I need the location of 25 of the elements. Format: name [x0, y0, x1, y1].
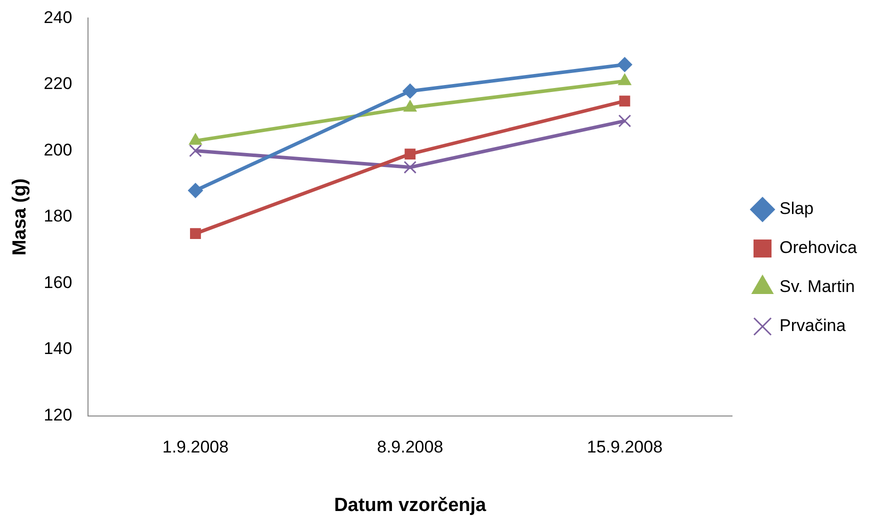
x-tick-label: 1.9.2008: [162, 438, 229, 457]
point: [619, 96, 630, 106]
x-axis-title: Datum vzorčenja: [334, 494, 487, 516]
y-axis-title: Masa (g): [10, 178, 31, 256]
point: [404, 148, 416, 160]
y-tick-label: 180: [44, 206, 72, 226]
point: [618, 114, 632, 128]
point: [190, 228, 201, 240]
point: [188, 182, 203, 198]
point: [404, 160, 416, 174]
x-tick-label: 15.9.2008: [586, 438, 663, 457]
point: [617, 57, 632, 72]
x-tick-label: 8.9.2008: [377, 438, 444, 457]
y-tick-label: 160: [44, 272, 72, 292]
legend-label: Orehovica: [780, 238, 858, 258]
y-tick-label: 220: [44, 74, 72, 94]
point: [402, 84, 418, 99]
y-tick-label: 140: [44, 339, 72, 358]
legend-label: Slap: [780, 199, 814, 218]
legend-label: Sv. Martin: [780, 277, 855, 296]
y-tick-label: 240: [44, 8, 72, 27]
y-tick-label: 120: [44, 405, 72, 424]
legend-label: Prvačina: [780, 316, 846, 336]
y-tick-label: 200: [44, 140, 72, 160]
point: [189, 144, 202, 158]
